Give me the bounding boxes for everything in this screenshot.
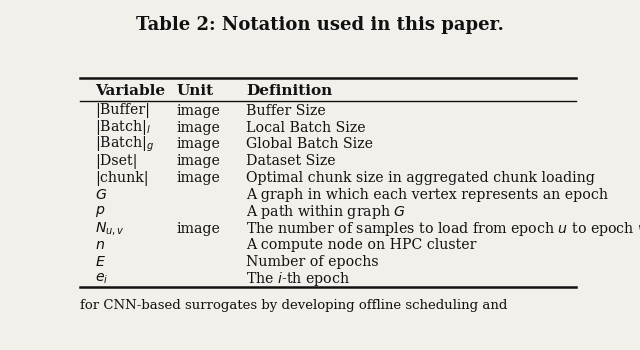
Text: The number of samples to load from epoch $u$ to epoch $v$: The number of samples to load from epoch… — [246, 220, 640, 238]
Text: image: image — [177, 222, 221, 236]
Text: |Batch|$_l$: |Batch|$_l$ — [95, 118, 151, 137]
Text: image: image — [177, 104, 221, 118]
Text: |Buffer|: |Buffer| — [95, 103, 150, 118]
Text: $p$: $p$ — [95, 204, 105, 219]
Text: $N_{u,v}$: $N_{u,v}$ — [95, 220, 125, 237]
Text: Local Batch Size: Local Batch Size — [246, 120, 366, 134]
Text: Buffer Size: Buffer Size — [246, 104, 326, 118]
Text: $E$: $E$ — [95, 255, 106, 269]
Text: A compute node on HPC cluster: A compute node on HPC cluster — [246, 238, 477, 252]
Text: Table 2: Notation used in this paper.: Table 2: Notation used in this paper. — [136, 16, 504, 34]
Text: image: image — [177, 171, 221, 185]
Text: Variable: Variable — [95, 84, 165, 98]
Text: image: image — [177, 138, 221, 152]
Text: Dataset Size: Dataset Size — [246, 154, 336, 168]
Text: Number of epochs: Number of epochs — [246, 255, 379, 269]
Text: A graph in which each vertex represents an epoch: A graph in which each vertex represents … — [246, 188, 608, 202]
Text: $e_i$: $e_i$ — [95, 272, 108, 286]
Text: The $i$-th epoch: The $i$-th epoch — [246, 270, 350, 288]
Text: |Batch|$_g$: |Batch|$_g$ — [95, 135, 154, 154]
Text: $G$: $G$ — [95, 188, 107, 202]
Text: |chunk|: |chunk| — [95, 170, 148, 186]
Text: Definition: Definition — [246, 84, 332, 98]
Text: |Dset|: |Dset| — [95, 154, 138, 169]
Text: for CNN-based surrogates by developing offline scheduling and: for CNN-based surrogates by developing o… — [80, 299, 508, 312]
Text: Unit: Unit — [177, 84, 214, 98]
Text: image: image — [177, 154, 221, 168]
Text: A path within graph $G$: A path within graph $G$ — [246, 203, 406, 221]
Text: Global Batch Size: Global Batch Size — [246, 138, 373, 152]
Text: $n$: $n$ — [95, 238, 105, 252]
Text: image: image — [177, 120, 221, 134]
Text: Optimal chunk size in aggregated chunk loading: Optimal chunk size in aggregated chunk l… — [246, 171, 595, 185]
